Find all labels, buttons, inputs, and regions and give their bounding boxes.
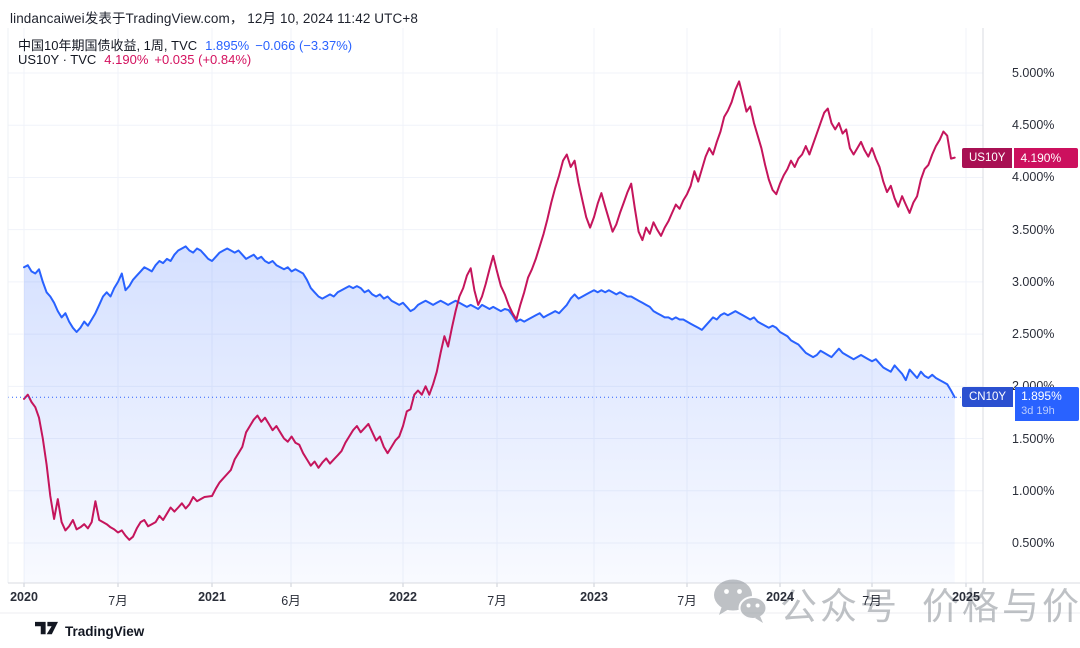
legend-value-cn10y: 1.895% (205, 38, 250, 53)
legend-row-cn10y[interactable]: 中国10年期国债收益, 1周, TVC 1.895% −0.066 (−3.37%) (18, 35, 352, 54)
us10y-value: 4.190% (1014, 147, 1079, 168)
us10y-price-label: US10Y 4.190% (962, 147, 1079, 168)
price-tick-label: 5.000% (1012, 66, 1055, 80)
tradingview-logo-icon (35, 621, 58, 641)
cn10y-line (23, 245, 956, 399)
time-tick-label: 7月 (108, 594, 128, 608)
price-tick-label: 4.000% (1012, 170, 1055, 185)
cn10y-area (24, 246, 955, 583)
price-tick-label: 3.500% (1012, 222, 1055, 237)
cn10y-price-label: CN10Y 1.895% 3d 19h (962, 387, 1080, 422)
time-tick-label: 2024 (766, 590, 794, 604)
cn10y-value: 1.895% (1021, 389, 1062, 404)
price-tick-label: 1.000% (1012, 483, 1055, 498)
time-tick-label: 2022 (389, 590, 417, 604)
tradingview-footer[interactable]: TradingView (35, 621, 144, 641)
time-tick-label: 7月 (862, 594, 882, 608)
wechat-icon (712, 577, 768, 630)
legend-title-cn10y: 中国10年期国债收益, 1周, TVC (18, 38, 198, 53)
tradingview-brand-text: TradingView (65, 623, 145, 639)
cn10y-countdown: 3d 19h (1021, 405, 1055, 418)
time-tick-label: 2021 (198, 590, 226, 604)
time-tick-label: 2025 (952, 590, 980, 604)
legend-title-us10y: US10Y · TVC (18, 52, 97, 67)
legend-row-us10y[interactable]: US10Y · TVC 4.190% +0.035 (+0.84%) (18, 52, 251, 67)
us10y-tag: US10Y (962, 147, 1013, 168)
time-tick-label: 2020 (10, 590, 38, 604)
cn10y-value-box: 1.895% 3d 19h (1015, 387, 1080, 422)
time-tick-label: 2023 (580, 590, 608, 604)
us10y-line (23, 80, 956, 541)
legend-change-cn10y: −0.066 (−3.37%) (255, 38, 353, 53)
time-tick-label: 7月 (677, 594, 697, 608)
time-tick-label: 7月 (487, 594, 507, 608)
legend-change-us10y: +0.035 (+0.84%) (154, 52, 252, 67)
watermark: 公众号价格与价值 (712, 576, 1080, 630)
cn10y-tag: CN10Y (962, 387, 1014, 408)
price-tick-label: 1.500% (1012, 431, 1055, 446)
watermark-text: 公众号价格与价值 (780, 586, 1080, 627)
price-tick-label: 3.000% (1012, 274, 1055, 289)
legend-value-us10y: 4.190% (104, 52, 149, 67)
price-tick-label: 4.500% (1012, 118, 1055, 133)
time-tick-label: 6月 (281, 594, 301, 608)
price-tick-label: 0.500% (1012, 535, 1055, 550)
price-tick-label: 2.500% (1012, 327, 1055, 342)
byline: lindancaiwei发表于TradingView.com， 12月 10, … (10, 11, 418, 26)
